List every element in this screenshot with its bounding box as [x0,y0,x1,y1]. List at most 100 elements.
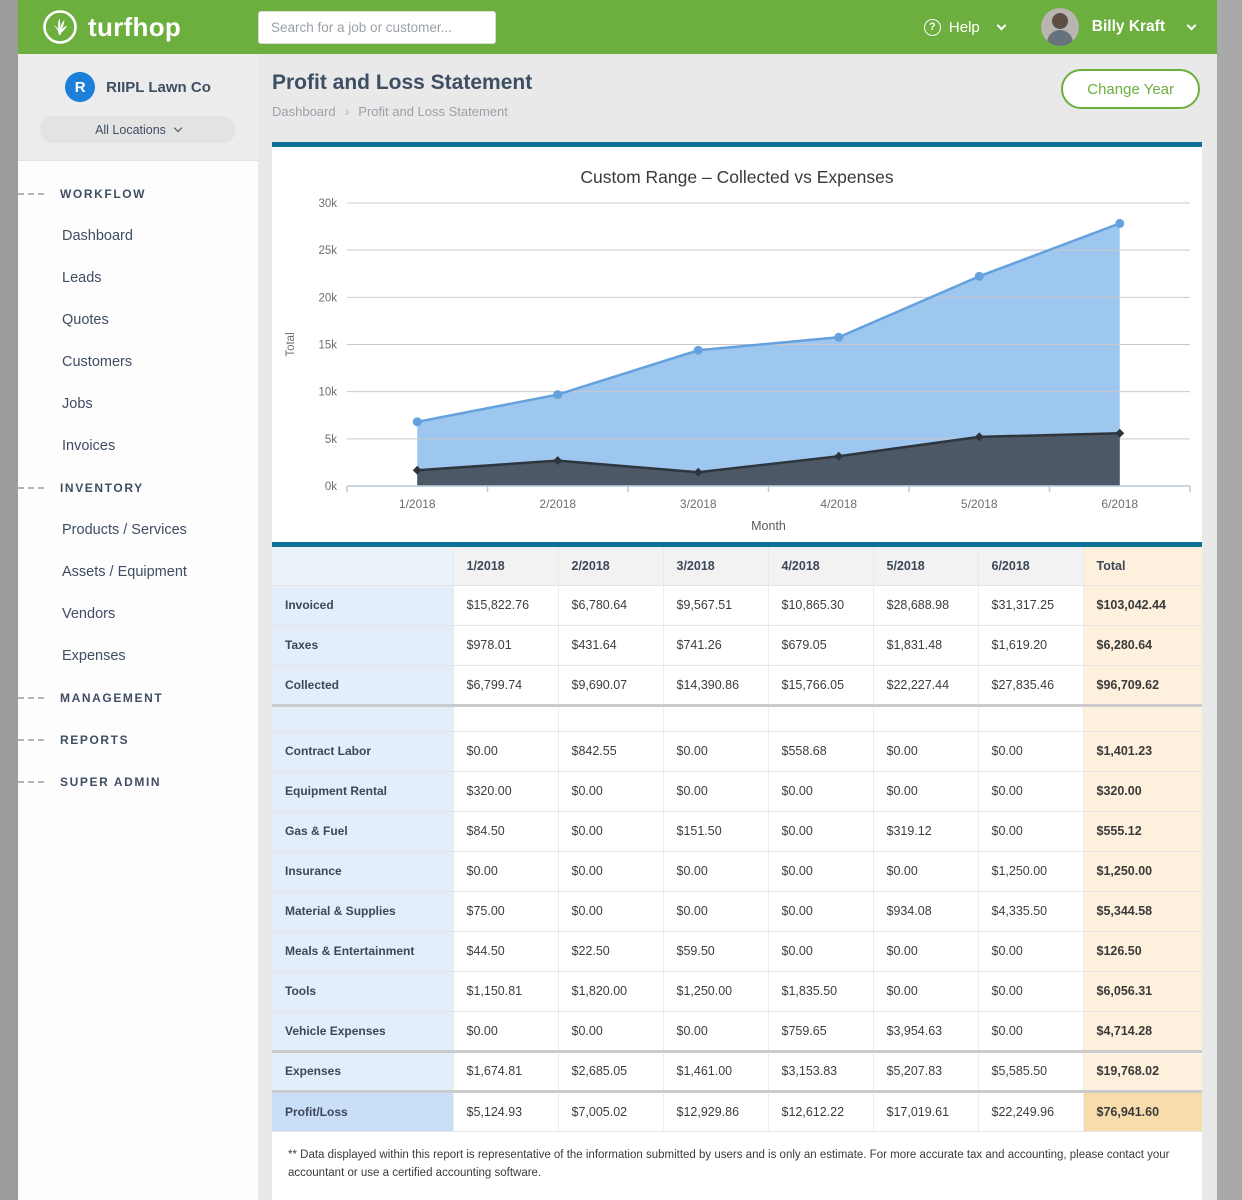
cell-value: $0.00 [977,730,1083,771]
cell-value: $22.50 [557,930,663,971]
table-row-profit-loss: Profit/Loss $5,124.93 $7,005.02 $12,929.86 $… [272,1089,1202,1132]
table-row-meals-entertainment: Meals & Entertainment $44.50 $22.50 $59.50 $… [272,930,1202,971]
svg-text:Month: Month [751,519,786,533]
cell-value: $1,820.00 [557,970,663,1011]
table-row-contract-labor: Contract Labor $0.00 $842.55 $0.00 $558.68 $0… [272,730,1202,771]
cell-value: $9,567.51 [662,584,768,625]
cell-value: $0.00 [872,770,978,811]
svg-text:6/2018: 6/2018 [1101,497,1138,511]
cell-value: $1,150.81 [452,970,558,1011]
cell-value: $1,619.20 [977,624,1083,665]
cell-value: $1,250.00 [977,850,1083,891]
cell-value: $22,227.44 [872,664,978,705]
cell-value: $0.00 [662,1010,768,1051]
svg-text:3/2018: 3/2018 [680,497,717,511]
cell-value: $0.00 [557,850,663,891]
help-label: Help [948,18,980,36]
row-label: Insurance [272,850,453,891]
table-row-equipment-rental: Equipment Rental $320.00 $0.00 $0.00 $0.00 $0… [272,770,1202,811]
row-total: $6,056.31 [1082,970,1202,1011]
cell-value: $12,929.86 [662,1089,768,1132]
table-row-taxes: Taxes $978.01 $431.64 $741.26 $679.05 $1,831.… [272,624,1202,665]
chevron-down-icon [1186,20,1197,30]
svg-text:5/2018: 5/2018 [961,497,998,511]
cell-value: $59.50 [662,930,768,971]
sidebar-item-jobs[interactable]: Jobs [62,396,93,412]
user-menu[interactable]: Billy Kraft [1040,8,1197,46]
section-dash-icon [18,697,44,699]
report-footnote: ** Data displayed within this report is … [288,1148,1170,1179]
row-label: Material & Supplies [272,890,453,931]
row-total: $320.00 [1082,770,1202,811]
column-header-4-2018: 4/2018 [767,547,873,585]
row-total: $5,344.58 [1082,890,1202,931]
cell-value: $0.00 [767,770,873,811]
section-dash-icon [18,781,44,783]
column-header-blank [272,547,453,585]
cell-value: $151.50 [662,810,768,851]
brand-logo[interactable]: turfhop [42,9,258,45]
user-avatar [1040,8,1079,46]
sidebar-item-expenses[interactable]: Expenses [62,648,126,664]
cell-value: $0.00 [662,890,768,931]
location-selector[interactable]: All Locations [40,116,236,143]
row-total [1082,703,1202,731]
cell-value [452,703,558,731]
cell-value: $44.50 [452,930,558,971]
cell-value: $0.00 [767,890,873,931]
svg-text:5k: 5k [325,434,337,446]
cell-value: $28,688.98 [872,584,978,625]
row-label: Taxes [272,624,453,665]
sidebar-item-quotes[interactable]: Quotes [62,312,109,328]
cell-value [977,703,1083,731]
svg-text:20k: 20k [318,292,337,304]
grass-logo-icon [43,10,77,44]
pl-table: 1/2018 2/2018 3/2018 4/2018 5/2018 6/2018 Tota… [272,547,1202,1132]
sidebar-item-vendors[interactable]: Vendors [62,606,116,622]
sidebar-section-reports[interactable]: REPORTS [18,719,258,761]
cell-value: $14,390.86 [662,664,768,705]
table-row-collected: Collected $6,799.74 $9,690.07 $14,390.86 $15… [272,664,1202,705]
sidebar-item-invoices[interactable]: Invoices [62,438,116,454]
svg-text:0k: 0k [325,481,337,493]
cell-value [557,703,663,731]
cell-value: $0.00 [977,810,1083,851]
cell-value: $3,153.83 [767,1049,873,1091]
cell-value: $12,612.22 [767,1089,873,1132]
cell-value: $431.64 [557,624,663,665]
cell-value: $842.55 [557,730,663,771]
breadcrumb-separator-icon: › [344,103,350,119]
sidebar-item-products-services[interactable]: Products / Services [62,522,187,538]
change-year-button[interactable]: Change Year [1061,69,1200,109]
cell-value: $75.00 [452,890,558,931]
cell-value: $15,822.76 [452,584,558,625]
row-label: Equipment Rental [272,770,453,811]
sidebar-item-dashboard[interactable]: Dashboard [62,228,133,244]
help-menu[interactable]: ? Help [923,18,1007,36]
cell-value: $0.00 [977,1010,1083,1051]
sidebar-section-inventory[interactable]: INVENTORY [18,467,258,509]
sidebar-item-assets-equipment[interactable]: Assets / Equipment [62,564,187,580]
window-scrollbar-track[interactable] [1217,0,1242,1200]
breadcrumb-link-dashboard[interactable]: Dashboard [272,103,336,119]
sidebar-section-workflow[interactable]: WORKFLOW [18,173,258,215]
row-total: $96,709.62 [1082,664,1202,705]
company: R RIIPL Lawn Co [18,72,258,102]
row-total: $126.50 [1082,930,1202,971]
cell-value: $0.00 [977,930,1083,971]
sidebar-item-leads[interactable]: Leads [62,270,102,286]
row-total: $1,401.23 [1082,730,1202,771]
cell-value: $3,954.63 [872,1010,978,1051]
cell-value: $0.00 [557,1010,663,1051]
section-dash-icon [18,193,44,195]
help-icon: ? [923,18,941,36]
sidebar-section-management[interactable]: MANAGEMENT [18,677,258,719]
table-row-vehicle-expenses: Vehicle Expenses $0.00 $0.00 $0.00 $759.65 $3… [272,1010,1202,1051]
sidebar-section-super-admin[interactable]: SUPER ADMIN [18,761,258,803]
search-input[interactable] [258,10,496,44]
table-row-material-supplies: Material & Supplies $75.00 $0.00 $0.00 $0.00… [272,890,1202,931]
cell-value: $0.00 [452,1010,558,1051]
svg-text:15k: 15k [318,340,337,352]
sidebar: R RIIPL Lawn Co All Locations WORKFLOW Da… [18,54,258,1200]
sidebar-item-customers[interactable]: Customers [62,354,133,370]
